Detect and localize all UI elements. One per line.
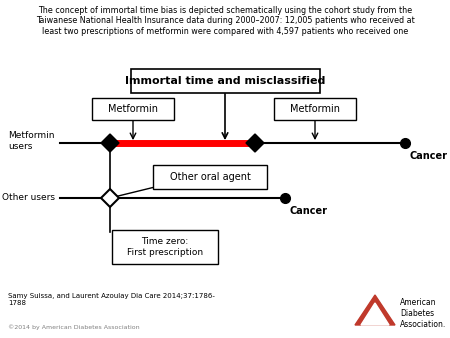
Text: Other users: Other users — [2, 193, 55, 202]
Text: American
Diabetes
Association.: American Diabetes Association. — [400, 298, 446, 329]
Text: Other oral agent: Other oral agent — [170, 172, 251, 182]
FancyBboxPatch shape — [92, 98, 174, 120]
Text: Immortal time and misclassified: Immortal time and misclassified — [125, 76, 325, 86]
Polygon shape — [361, 303, 389, 325]
Text: Time zero:
First prescription: Time zero: First prescription — [127, 237, 203, 257]
Text: The concept of immortal time bias is depicted schematically using the cohort stu: The concept of immortal time bias is dep… — [36, 6, 414, 36]
FancyBboxPatch shape — [112, 230, 218, 264]
FancyBboxPatch shape — [153, 165, 267, 189]
Polygon shape — [101, 134, 119, 152]
Text: ©2014 by American Diabetes Association: ©2014 by American Diabetes Association — [8, 324, 140, 330]
Text: Cancer: Cancer — [410, 151, 448, 161]
Text: Metformin: Metformin — [108, 104, 158, 114]
Text: Cancer: Cancer — [290, 206, 328, 216]
Text: Metformin
users: Metformin users — [9, 131, 55, 151]
FancyBboxPatch shape — [274, 98, 356, 120]
Polygon shape — [101, 189, 119, 207]
Polygon shape — [246, 134, 264, 152]
FancyBboxPatch shape — [130, 69, 320, 93]
Polygon shape — [355, 295, 395, 325]
Text: Samy Suissa, and Laurent Azoulay Dia Care 2014;37:1786-
1788: Samy Suissa, and Laurent Azoulay Dia Car… — [8, 293, 215, 306]
Text: Metformin: Metformin — [290, 104, 340, 114]
